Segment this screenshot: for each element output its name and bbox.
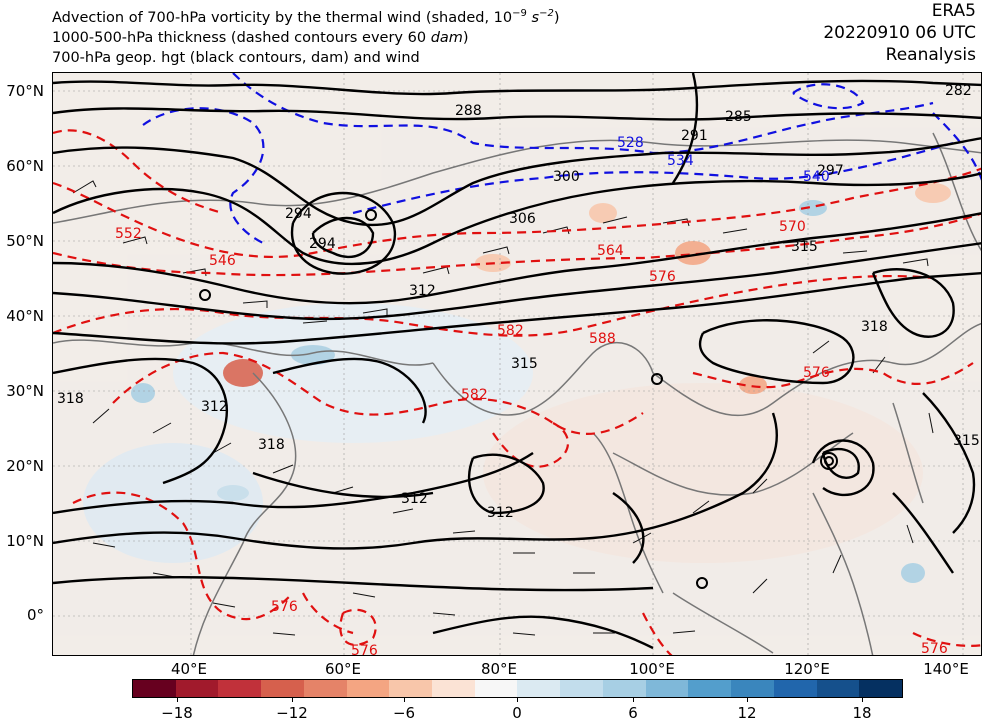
colorbar-tick-label: 6	[628, 704, 638, 722]
geopotential-labels: 288 291 285 294 297 282 300 294 306 312 …	[57, 83, 980, 521]
wind-barbs	[72, 180, 934, 636]
colorbar-segment	[560, 680, 603, 697]
colorbar-segment	[133, 680, 176, 697]
title-line-1: Advection of 700-hPa vorticity by the th…	[52, 8, 560, 26]
colorbar-tick-label: −12	[276, 704, 308, 722]
geop-label: 285	[725, 109, 752, 125]
colorbar-tick-label: 12	[737, 704, 757, 722]
lon-label-40: 40°E	[170, 660, 208, 678]
thickness-label: 546	[209, 253, 236, 269]
geopotential-contours	[53, 73, 981, 650]
map-panel: 288 291 285 294 297 282 300 294 306 312 …	[52, 72, 982, 656]
title-line-2: 1000-500-hPa thickness (dashed contours …	[52, 29, 469, 46]
colorbar-tick-label: 18	[852, 704, 872, 722]
thickness-contours-warm	[53, 129, 981, 655]
lat-label-70: 70°N	[6, 82, 44, 100]
colorbar-segment	[517, 680, 561, 697]
colorbar-segment	[602, 680, 646, 697]
geop-label: 294	[309, 236, 336, 252]
colorbar-tick-label: −18	[161, 704, 193, 722]
figure-title: Advection of 700-hPa vorticity by the th…	[52, 4, 559, 68]
colorbar-segment	[389, 680, 433, 697]
thickness-label: 576	[921, 641, 948, 656]
colorbar-segment	[346, 680, 390, 697]
colorbar-tickmark	[633, 698, 634, 702]
geop-label: 318	[258, 437, 285, 453]
lon-label-120: 120°E	[784, 660, 830, 678]
thickness-label: 576	[271, 599, 298, 615]
colorbar-segment	[688, 680, 732, 697]
lon-label-100: 100°E	[629, 660, 675, 678]
thickness-label: 582	[497, 323, 524, 339]
lat-label-40: 40°N	[6, 307, 44, 325]
colorbar-segment	[474, 680, 518, 697]
geop-label: 312	[401, 491, 428, 507]
colorbar-segment	[816, 680, 860, 697]
lat-label-30: 30°N	[6, 382, 44, 400]
lat-label-0: 0°	[26, 606, 44, 624]
colorbar-segment	[731, 680, 774, 697]
thickness-label: 576	[803, 365, 830, 381]
thickness-label: 576	[351, 643, 378, 656]
geop-label: 312	[409, 283, 436, 299]
geop-label: 318	[57, 391, 84, 407]
geop-label: 318	[861, 319, 888, 335]
thickness-label: 588	[589, 331, 616, 347]
colorbar-tick-label: −6	[392, 704, 416, 722]
lat-label-10: 10°N	[6, 532, 44, 550]
colorbar-segment	[859, 680, 902, 697]
product-label: Reanalysis	[885, 45, 976, 65]
lon-label-80: 80°E	[480, 660, 518, 678]
colorbar-tickmark	[862, 698, 863, 702]
geop-label: 315	[791, 239, 818, 255]
thickness-label: 534	[667, 153, 694, 169]
colorbar-tickmark	[404, 698, 405, 702]
geop-label: 282	[945, 83, 972, 99]
colorbar-segment	[218, 680, 262, 697]
colorbar-tickmark	[517, 698, 518, 702]
datetime-label: 20220910 06 UTC	[823, 23, 976, 43]
thickness-label: 576	[649, 269, 676, 285]
colorbar-tickmark	[177, 698, 178, 702]
geop-label: 306	[509, 211, 536, 227]
colorbar-segment	[773, 680, 817, 697]
lat-label-20: 20°N	[6, 457, 44, 475]
dataset-label: ERA5	[931, 1, 976, 21]
geop-label: 312	[487, 505, 514, 521]
geop-label: 294	[285, 206, 312, 222]
thickness-labels: 528 534 540 546 552 564 570 576 576 576 …	[115, 135, 948, 656]
colorbar-segment	[432, 680, 475, 697]
title-line-3: 700-hPa geop. hgt (black contours, dam) …	[52, 49, 420, 66]
geop-label: 315	[953, 433, 980, 449]
lat-label-60: 60°N	[6, 157, 44, 175]
thickness-label: 552	[115, 226, 142, 242]
geop-label: 291	[681, 128, 708, 144]
geop-label: 312	[201, 399, 228, 415]
colorbar-segment	[261, 680, 304, 697]
graticule	[53, 73, 981, 655]
thickness-label: 564	[597, 243, 624, 259]
lon-label-140: 140°E	[923, 660, 969, 678]
thickness-label: 582	[461, 387, 488, 403]
geop-label: 300	[553, 169, 580, 185]
geop-label: 297	[817, 163, 844, 179]
figure-info: ERA5 20220910 06 UTC Reanalysis	[823, 0, 976, 66]
lat-label-50: 50°N	[6, 232, 44, 250]
colorbar-tickmark	[292, 698, 293, 702]
colorbar-segment	[175, 680, 219, 697]
low-centres	[199, 209, 838, 589]
colorbar	[132, 679, 903, 698]
thickness-label: 570	[779, 219, 806, 235]
geop-label: 288	[455, 103, 482, 119]
colorbar-segment	[303, 680, 347, 697]
colorbar-tick-label: 0	[512, 704, 522, 722]
map-svg: 288 291 285 294 297 282 300 294 306 312 …	[53, 73, 981, 656]
thickness-label: 540	[803, 169, 830, 185]
colorbar-tickmark	[747, 698, 748, 702]
thickness-label: 528	[617, 135, 644, 151]
geop-label: 315	[511, 356, 538, 372]
lon-label-60: 60°E	[324, 660, 362, 678]
colorbar-segment	[645, 680, 689, 697]
